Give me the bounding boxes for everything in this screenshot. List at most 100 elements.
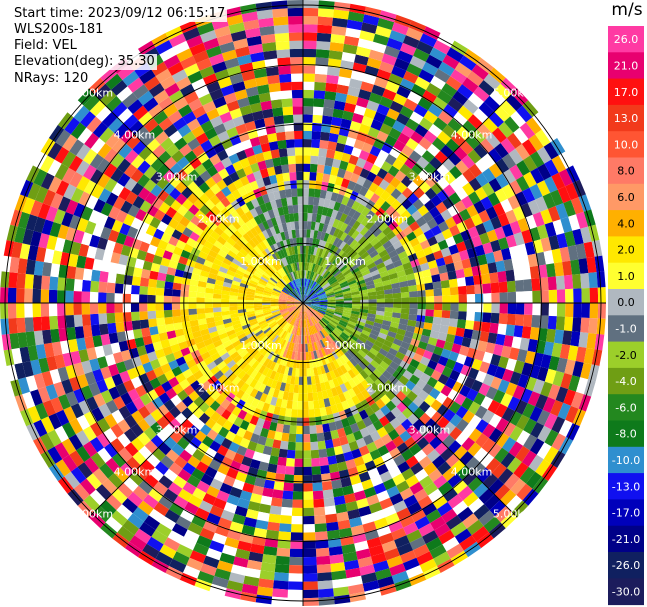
- velocity-gate: [540, 303, 549, 316]
- velocity-gate: [303, 303, 311, 307]
- range-ring-label: 3.00km: [409, 423, 451, 436]
- velocity-gate: [359, 370, 369, 380]
- velocity-gate: [299, 303, 303, 311]
- velocity-gate: [457, 485, 474, 501]
- velocity-gate: [257, 374, 266, 384]
- velocity-gate: [349, 78, 363, 90]
- velocity-gate: [560, 216, 573, 233]
- velocity-gate: [423, 322, 433, 331]
- velocity-gate: [244, 448, 255, 459]
- velocity-gate: [423, 130, 438, 144]
- velocity-gate: [452, 90, 469, 106]
- velocity-gate: [254, 390, 263, 401]
- velocity-gate: [269, 421, 278, 432]
- velocity-gate: [275, 41, 290, 51]
- velocity-gate: [361, 269, 371, 277]
- velocity-gate: [437, 416, 450, 430]
- velocity-gate: [303, 303, 311, 307]
- velocity-gate: [362, 580, 380, 592]
- velocity-gate: [303, 245, 306, 254]
- velocity-gate: [342, 551, 358, 563]
- velocity-gate: [384, 548, 400, 561]
- velocity-gate: [323, 99, 336, 109]
- velocity-gate: [575, 346, 587, 363]
- velocity-gate: [260, 495, 273, 506]
- velocity-gate: [254, 443, 265, 454]
- velocity-gate: [231, 406, 242, 417]
- velocity-gate: [463, 238, 475, 250]
- velocity-gate: [247, 501, 261, 512]
- velocity-gate: [82, 325, 93, 338]
- velocity-gate: [217, 517, 232, 530]
- velocity-gate: [384, 298, 394, 303]
- velocity-gate: [288, 350, 293, 360]
- velocity-gate: [73, 279, 83, 292]
- velocity-gate: [412, 198, 425, 211]
- velocity-gate: [73, 291, 82, 303]
- velocity-gate: [291, 326, 296, 335]
- velocity-gate: [279, 440, 289, 450]
- velocity-gate: [327, 323, 335, 331]
- velocity-gate: [303, 311, 306, 320]
- velocity-gate: [378, 415, 390, 427]
- velocity-gate: [256, 417, 265, 428]
- velocity-gate: [281, 98, 293, 108]
- velocity-gate: [558, 169, 573, 187]
- velocity-gate: [230, 385, 241, 396]
- velocity-gate: [459, 55, 477, 71]
- colorbar-tick-label: -1.0: [615, 322, 636, 335]
- velocity-gate: [367, 126, 380, 139]
- velocity-gate: [400, 291, 410, 298]
- velocity-gate: [376, 231, 386, 242]
- velocity-gate: [294, 130, 303, 140]
- velocity-gate: [409, 358, 420, 369]
- velocity-gate: [155, 310, 165, 319]
- velocity-gate: [357, 556, 373, 568]
- range-ring-label: 4.00km: [451, 128, 493, 141]
- velocity-gate: [479, 331, 490, 343]
- velocity-gate: [389, 146, 402, 159]
- velocity-gate: [151, 529, 168, 545]
- velocity-gate: [423, 366, 435, 377]
- velocity-gate: [287, 441, 296, 451]
- velocity-gate: [450, 521, 467, 537]
- velocity-gate: [469, 256, 480, 268]
- velocity-gate: [336, 347, 345, 357]
- velocity-gate: [213, 471, 227, 483]
- velocity-gate: [325, 261, 332, 270]
- velocity-gate: [293, 212, 299, 222]
- velocity-gate: [297, 393, 303, 402]
- velocity-gate: [309, 294, 318, 299]
- velocity-gate: [326, 243, 333, 252]
- velocity-gate: [418, 193, 431, 205]
- velocity-gate: [323, 250, 330, 260]
- velocity-gate: [479, 138, 495, 154]
- velocity-gate: [313, 273, 318, 282]
- velocity-gate: [313, 98, 325, 108]
- velocity-gate: [41, 316, 51, 331]
- velocity-gate: [520, 202, 533, 218]
- velocity-gate: [446, 543, 464, 559]
- velocity-gate: [361, 357, 370, 367]
- velocity-gate: [316, 432, 325, 442]
- velocity-gate: [293, 384, 299, 394]
- velocity-gate: [298, 376, 303, 385]
- velocity-gate: [334, 290, 343, 295]
- velocity-gate: [357, 349, 367, 358]
- velocity-gate: [143, 515, 161, 530]
- colorbar-tick-label: -8.0: [615, 428, 636, 441]
- velocity-gate: [436, 429, 450, 443]
- velocity-gate: [383, 172, 395, 184]
- velocity-gate: [398, 375, 410, 386]
- velocity-gate: [319, 300, 328, 303]
- velocity-gate: [168, 482, 183, 496]
- velocity-gate: [279, 515, 292, 525]
- velocity-gate: [568, 375, 581, 392]
- velocity-gate: [371, 325, 381, 333]
- velocity-gate: [304, 335, 308, 344]
- velocity-gate: [364, 220, 375, 230]
- velocity-gate: [466, 285, 475, 295]
- velocity-gate: [320, 268, 328, 277]
- velocity-gate: [308, 262, 312, 271]
- velocity-gate: [303, 532, 316, 541]
